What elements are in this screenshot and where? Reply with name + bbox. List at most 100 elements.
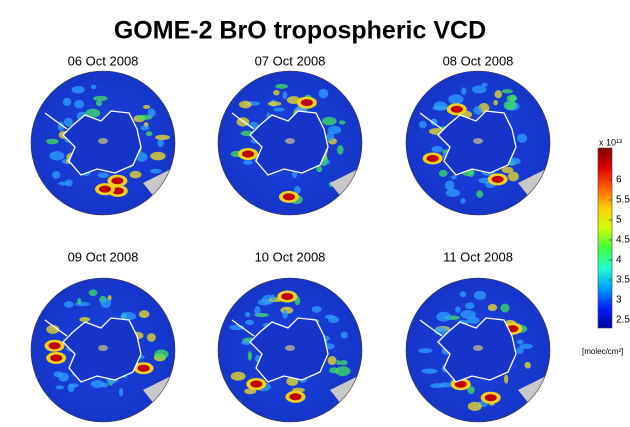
enhancement — [71, 85, 85, 94]
enhancement — [481, 82, 488, 87]
polar-map — [217, 277, 363, 423]
enhancement — [68, 383, 79, 388]
enhancement — [318, 88, 329, 99]
enhancement — [90, 84, 97, 90]
hotspot — [491, 175, 504, 183]
hotspot — [426, 154, 439, 162]
enhancement — [451, 175, 457, 180]
enhancement — [509, 94, 517, 102]
enhancement — [142, 104, 151, 110]
map-content — [218, 71, 362, 215]
enhancement — [448, 94, 464, 105]
enhancement — [93, 95, 108, 102]
enhancement — [267, 101, 282, 107]
map-outline — [30, 70, 176, 216]
hotspot — [242, 150, 255, 158]
ice-shelf — [473, 138, 483, 144]
polar-map — [217, 70, 363, 216]
enhancement — [97, 172, 110, 178]
enhancement — [436, 311, 452, 322]
hotspot — [454, 380, 467, 388]
panel-label: 07 Oct 2008 — [255, 53, 326, 68]
enhancement — [145, 131, 153, 137]
enhancement — [146, 333, 156, 342]
enhancement — [339, 360, 348, 366]
enhancement — [516, 133, 528, 143]
enhancement — [494, 90, 502, 99]
colorbar-tick-label: 4 — [616, 255, 622, 266]
hotspot — [450, 105, 463, 113]
enhancement — [430, 118, 438, 126]
enhancement — [282, 309, 288, 319]
map-panels: 06 Oct 2008 07 Oct 2008 08 Oct 2008 09 Oct … — [30, 53, 551, 423]
enhancement — [503, 100, 517, 111]
enhancement — [418, 348, 433, 354]
enhancement — [85, 108, 101, 118]
colorbar-tick-label: 4.5 — [616, 235, 630, 246]
hotspot — [98, 185, 111, 193]
map-outline — [405, 277, 551, 423]
map-outline — [217, 70, 363, 216]
enhancement — [473, 290, 487, 300]
polar-map — [405, 277, 551, 423]
colorbar-unit: [molec/cm²] — [582, 347, 623, 356]
enhancement — [150, 151, 166, 161]
enhancement — [516, 347, 524, 354]
enhancement — [53, 371, 63, 378]
colorbar-tick-label: 5 — [616, 215, 622, 226]
enhancement — [52, 171, 61, 179]
colorbar-tick-label: 6 — [616, 175, 622, 186]
enhancement — [493, 99, 498, 106]
enhancement — [62, 97, 72, 107]
enhancement — [327, 356, 337, 366]
enhancement — [46, 138, 59, 145]
enhancement — [501, 166, 514, 174]
enhancement — [431, 146, 444, 153]
enhancement — [282, 91, 288, 100]
enhancement — [500, 303, 510, 313]
enhancement — [340, 331, 348, 339]
map-content — [31, 278, 175, 422]
enhancement — [487, 303, 498, 311]
enhancement — [294, 185, 301, 194]
enhancement — [439, 382, 453, 388]
enhancement — [466, 316, 480, 324]
enhancement — [247, 350, 252, 361]
enhancement — [501, 89, 514, 94]
hotspot — [250, 380, 263, 388]
enhancement — [46, 324, 60, 334]
enhancement — [438, 169, 448, 177]
enhancement — [336, 359, 341, 366]
enhancement — [311, 306, 322, 313]
enhancement — [316, 165, 323, 173]
enhancement — [270, 294, 276, 301]
enhancement — [63, 301, 74, 308]
enhancement — [79, 317, 91, 322]
ice-shelf — [98, 138, 108, 144]
enhancement — [65, 179, 73, 187]
enhancement — [467, 386, 475, 395]
enhancement — [154, 349, 169, 359]
enhancement — [150, 168, 162, 174]
enhancement — [119, 387, 124, 397]
enhancement — [155, 134, 171, 140]
enhancement — [455, 306, 461, 313]
enhancement — [90, 380, 105, 388]
map-content — [31, 71, 175, 215]
enhancement — [524, 361, 531, 369]
colorbar-tick-label: 3.5 — [616, 275, 630, 286]
enhancement — [95, 100, 103, 107]
enhancement — [100, 298, 112, 309]
enhancement — [138, 310, 150, 319]
ice-shelf — [285, 138, 295, 144]
enhancement — [337, 145, 344, 155]
enhancement — [461, 87, 467, 96]
panel-label: 09 Oct 2008 — [68, 249, 139, 264]
enhancement — [476, 190, 484, 198]
enhancement — [519, 343, 533, 349]
panel-label: 11 Oct 2008 — [443, 249, 513, 264]
colorbar-bar — [597, 147, 613, 329]
enhancement — [338, 120, 346, 125]
enhancement — [465, 302, 475, 310]
map-content — [406, 278, 550, 422]
